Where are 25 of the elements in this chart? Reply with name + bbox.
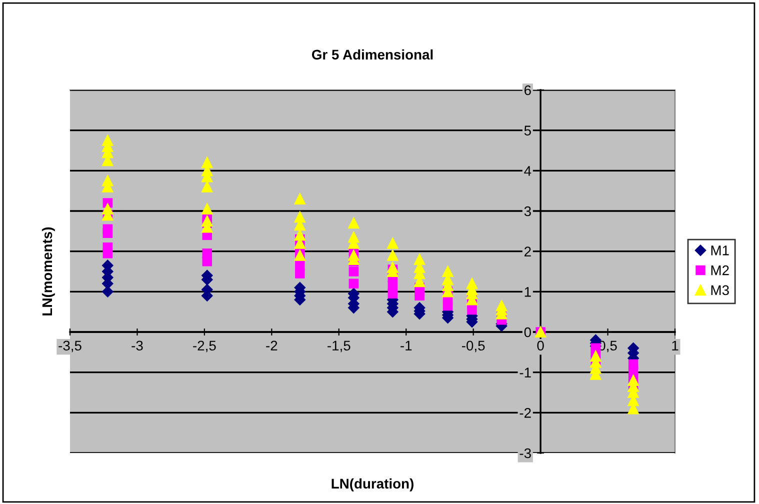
x-tick-label: -1,5 bbox=[328, 340, 350, 352]
x-tick-label: -3 bbox=[132, 340, 143, 351]
legend-label: M3 bbox=[711, 285, 729, 296]
y-axis-title: LN(moments) bbox=[42, 227, 55, 316]
chart-title: Gr 5 Adimensional bbox=[312, 49, 433, 60]
y-tick-label: 4 bbox=[524, 166, 532, 176]
x-tick-label: -1 bbox=[400, 340, 412, 350]
x-tick-label: 1 bbox=[672, 340, 678, 350]
x-tick-label: 0 bbox=[537, 340, 544, 351]
y-tick-label: 0 bbox=[524, 327, 531, 338]
legend-label: M1 bbox=[711, 246, 729, 256]
y-tick-label: -3 bbox=[520, 448, 531, 458]
y-tick-label: -1 bbox=[520, 368, 531, 378]
x-tick-label: -2 bbox=[266, 340, 278, 350]
legend-label: M2 bbox=[711, 265, 729, 276]
x-tick-label: -0,5 bbox=[462, 340, 485, 352]
y-tick-label: 5 bbox=[524, 126, 531, 136]
y-tick-label: 2 bbox=[524, 246, 531, 256]
y-tick-label: 3 bbox=[524, 206, 531, 216]
y-tick-label: -2 bbox=[520, 408, 531, 418]
x-axis-title: LN(duration) bbox=[332, 478, 414, 492]
y-tick-label: 6 bbox=[524, 85, 531, 96]
y-tick-label: 1 bbox=[524, 287, 531, 297]
x-tick-label: -3,5 bbox=[58, 340, 82, 352]
x-tick-label: -2,5 bbox=[193, 340, 216, 352]
